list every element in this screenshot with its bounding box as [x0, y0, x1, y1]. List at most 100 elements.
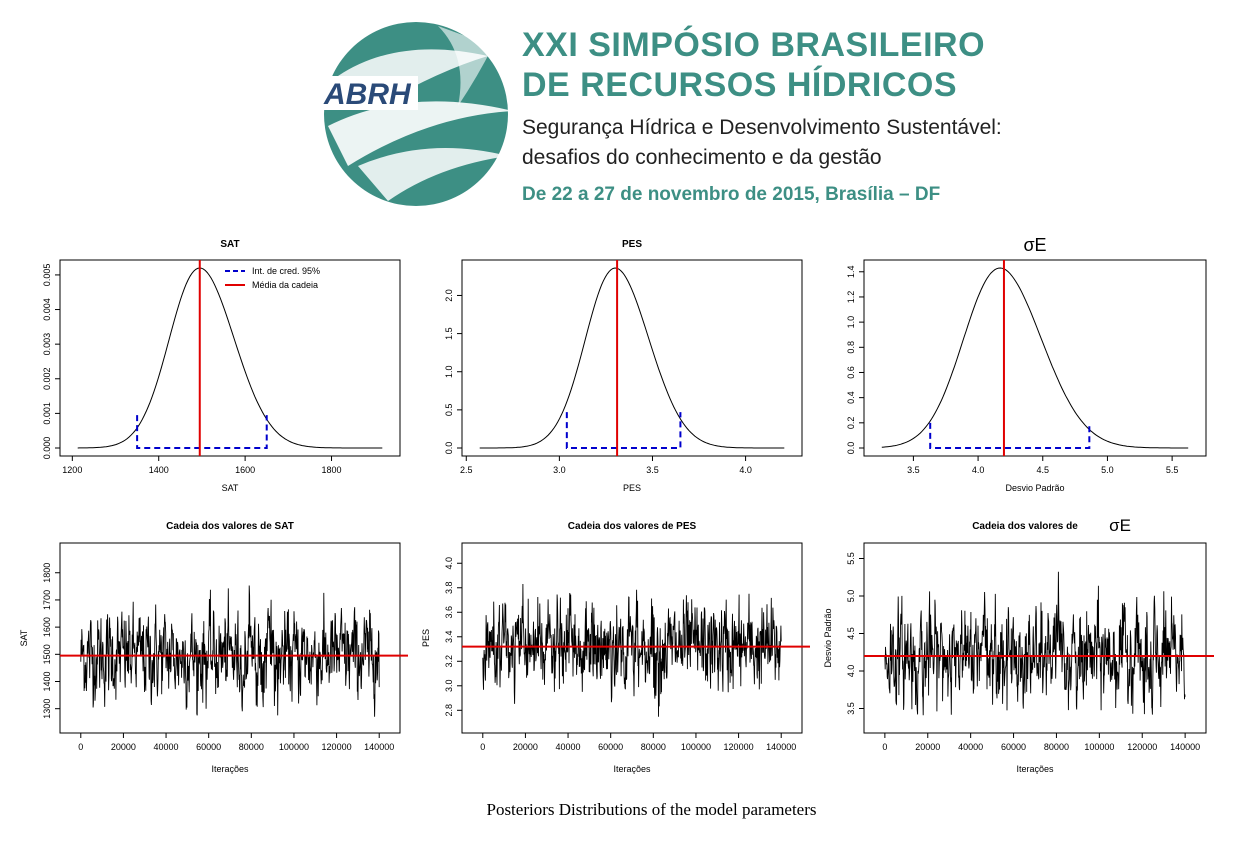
- chart-title: Cadeia dos valores de: [972, 521, 1078, 532]
- x-tick-label: 5.5: [1166, 465, 1179, 475]
- y-tick-label: 1800: [42, 563, 52, 583]
- x-tick-label: 140000: [1170, 742, 1200, 752]
- y-tick-label: 0.8: [846, 341, 856, 354]
- y-tick-label: 1400: [42, 671, 52, 691]
- plot-frame: [59, 259, 401, 457]
- y-tick-label: 3.2: [444, 655, 454, 668]
- event-subtitle-line2: desafios do conhecimento e da gestão: [522, 146, 882, 169]
- y-tick-label: 1.4: [846, 266, 856, 279]
- x-axis-label: SAT: [222, 483, 239, 493]
- chart-title: Cadeia dos valores de SAT: [166, 521, 294, 532]
- x-tick-label: 4.0: [972, 465, 985, 475]
- x-tick-label: 20000: [915, 742, 940, 752]
- x-tick-label: 3.5: [907, 465, 920, 475]
- event-subtitle-line1: Segurança Hídrica e Desenvolvimento Sust…: [522, 116, 1002, 139]
- event-date: De 22 a 27 de novembro de 2015, Brasília…: [522, 184, 941, 205]
- x-tick-label: 4.5: [1037, 465, 1050, 475]
- x-tick-label: 60000: [196, 742, 221, 752]
- y-tick-label: 1700: [42, 590, 52, 610]
- plot-frame: [863, 259, 1207, 457]
- y-tick-label: 0.002: [42, 368, 52, 391]
- x-tick-label: 1800: [322, 465, 342, 475]
- y-tick-label: 5.5: [846, 552, 856, 565]
- y-tick-label: 1300: [42, 699, 52, 719]
- x-tick-label: 100000: [279, 742, 309, 752]
- chart-title: σE: [1023, 235, 1046, 255]
- y-axis-label: SAT: [19, 629, 29, 646]
- y-tick-label: 1.0: [444, 365, 454, 378]
- x-tick-label: 140000: [364, 742, 394, 752]
- x-tick-label: 80000: [239, 742, 264, 752]
- density-curve: [77, 267, 383, 449]
- y-tick-label: 0.5: [444, 404, 454, 417]
- legend-mean-label: Média da cadeia: [252, 280, 318, 290]
- y-tick-label: 0.6: [846, 366, 856, 379]
- x-axis-label: Iterações: [1016, 764, 1054, 774]
- x-tick-label: 80000: [1044, 742, 1069, 752]
- y-tick-label: 0.2: [846, 417, 856, 430]
- logo-text: ABRH: [323, 78, 412, 111]
- x-tick-label: 1200: [62, 465, 82, 475]
- y-tick-label: 3.0: [444, 680, 454, 693]
- credible-interval: [136, 415, 268, 449]
- credible-interval: [565, 412, 682, 449]
- density-curve: [479, 267, 785, 449]
- density-curve: [881, 267, 1189, 449]
- y-tick-label: 2.8: [444, 704, 454, 717]
- chain-trace: [884, 571, 1186, 716]
- x-tick-label: 1600: [235, 465, 255, 475]
- y-tick-label: 4.0: [444, 557, 454, 570]
- x-tick-label: 1400: [149, 465, 169, 475]
- legend-ci-label: Int. de cred. 95%: [252, 266, 320, 276]
- y-tick-label: 0.4: [846, 391, 856, 404]
- x-axis-label: Desvio Padrão: [1005, 483, 1064, 493]
- y-tick-label: 1600: [42, 617, 52, 637]
- y-tick-label: 1500: [42, 644, 52, 664]
- chart-title: PES: [622, 239, 642, 250]
- x-tick-label: 0: [480, 742, 485, 752]
- x-axis-label: PES: [623, 483, 641, 493]
- x-tick-label: 80000: [641, 742, 666, 752]
- x-tick-label: 3.0: [553, 465, 566, 475]
- chart-title-symbol: σE: [1109, 516, 1131, 535]
- event-title-line2: DE RECURSOS HÍDRICOS: [522, 66, 958, 104]
- y-tick-label: 2.0: [444, 289, 454, 302]
- y-tick-label: 1.2: [846, 291, 856, 304]
- y-tick-label: 0.000: [42, 437, 52, 460]
- x-tick-label: 100000: [1084, 742, 1114, 752]
- x-tick-label: 120000: [1127, 742, 1157, 752]
- y-tick-label: 3.4: [444, 631, 454, 644]
- y-tick-label: 0.003: [42, 333, 52, 356]
- chain-trace: [482, 583, 782, 717]
- x-tick-label: 60000: [1001, 742, 1026, 752]
- y-axis-label: Desvio Padrão: [823, 608, 833, 667]
- y-tick-label: 0.004: [42, 298, 52, 321]
- y-tick-label: 1.0: [846, 316, 856, 329]
- y-tick-label: 3.5: [846, 702, 856, 715]
- chart-title: Cadeia dos valores de PES: [568, 521, 697, 532]
- x-tick-label: 0: [882, 742, 887, 752]
- y-tick-label: 0.0: [444, 442, 454, 455]
- credible-interval: [929, 422, 1091, 449]
- y-tick-label: 5.0: [846, 590, 856, 603]
- x-tick-label: 4.0: [739, 465, 752, 475]
- event-title-line1: XXI SIMPÓSIO BRASILEIRO: [522, 26, 986, 64]
- y-axis-label: PES: [421, 629, 431, 647]
- y-tick-label: 4.5: [846, 627, 856, 640]
- x-tick-label: 120000: [724, 742, 754, 752]
- y-tick-label: 1.5: [444, 327, 454, 340]
- chart-title: SAT: [220, 239, 239, 250]
- y-tick-label: 4.0: [846, 665, 856, 678]
- figure-caption: Posteriors Distributions of the model pa…: [486, 800, 817, 819]
- x-tick-label: 140000: [766, 742, 796, 752]
- y-tick-label: 0.0: [846, 442, 856, 455]
- x-tick-label: 120000: [322, 742, 352, 752]
- x-tick-label: 20000: [513, 742, 538, 752]
- x-tick-label: 100000: [681, 742, 711, 752]
- y-tick-label: 3.6: [444, 606, 454, 619]
- abrh-logo: ABRH: [320, 22, 513, 206]
- plot-frame: [461, 542, 803, 734]
- x-tick-label: 2.5: [460, 465, 473, 475]
- x-tick-label: 0: [78, 742, 83, 752]
